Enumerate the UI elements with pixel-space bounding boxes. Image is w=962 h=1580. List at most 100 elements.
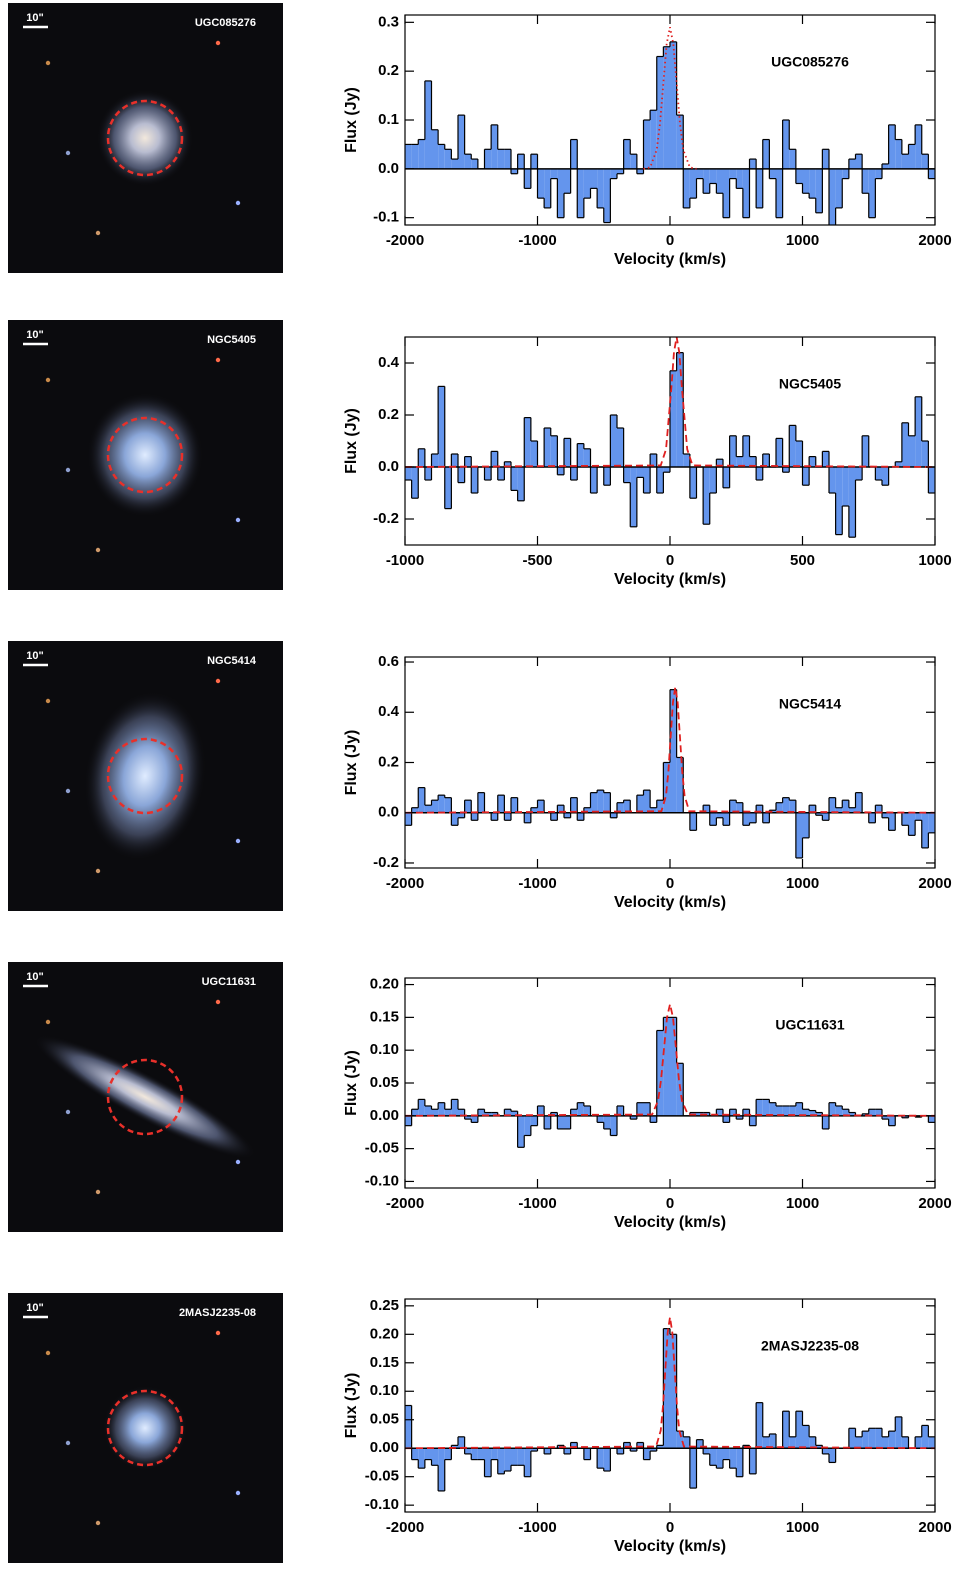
bar: [835, 1105, 843, 1116]
bar: [689, 1448, 697, 1489]
bar: [517, 1115, 525, 1148]
bar: [855, 467, 863, 480]
bar: [789, 149, 796, 169]
bar: [458, 1436, 465, 1449]
star: [215, 357, 221, 363]
bar: [862, 168, 869, 194]
bar: [623, 1442, 631, 1449]
bar: [603, 1448, 611, 1471]
bar: [590, 792, 598, 813]
bar: [908, 144, 916, 169]
bar: [424, 467, 432, 480]
bar: [802, 168, 810, 194]
x-tick-label: 1000: [786, 1195, 819, 1212]
bar: [901, 154, 909, 169]
bar: [557, 168, 564, 218]
star: [95, 868, 101, 874]
bar: [895, 461, 902, 467]
annotation: NGC5405: [779, 376, 841, 392]
bar: [809, 168, 816, 199]
plot-area: [405, 27, 935, 225]
bar: [564, 812, 571, 818]
fit-line: [643, 27, 697, 170]
bar: [709, 1448, 717, 1466]
bar: [915, 812, 922, 821]
bar: [577, 812, 584, 821]
bar: [650, 807, 657, 813]
x-tick-label: 1000: [918, 552, 951, 569]
bar: [577, 1102, 584, 1116]
bar: [670, 1334, 677, 1449]
bar: [471, 1115, 478, 1123]
star: [45, 1350, 51, 1356]
bar: [802, 1425, 810, 1449]
bar: [444, 467, 452, 509]
bar: [908, 435, 916, 467]
bar: [802, 467, 810, 486]
bar: [444, 1109, 452, 1116]
bar: [769, 168, 776, 179]
bar: [782, 467, 790, 473]
bar: [829, 467, 836, 493]
bar: [703, 805, 710, 813]
bar: [491, 451, 498, 467]
bar: [458, 467, 465, 483]
bar: [577, 443, 584, 467]
bar: [517, 467, 525, 501]
bar: [928, 812, 935, 833]
bar: [636, 168, 644, 174]
bar: [842, 467, 849, 506]
bar: [822, 451, 829, 467]
bar: [438, 795, 445, 813]
y-tick-label: 0.05: [370, 1074, 399, 1091]
bar: [524, 417, 531, 467]
bar: [895, 139, 902, 169]
bar: [723, 812, 730, 826]
bar: [636, 1442, 644, 1449]
x-tick-label: -500: [522, 552, 552, 569]
star: [45, 377, 51, 383]
bar: [564, 1448, 571, 1454]
bar: [610, 168, 617, 179]
bar: [703, 1448, 710, 1454]
bar: [848, 807, 856, 813]
bar: [855, 792, 863, 813]
bar: [537, 168, 545, 199]
bar: [504, 461, 511, 467]
bar: [829, 797, 836, 813]
chart: -0.2 0.0 0.2 0.4 0.6 -2000 -1000 0 1000 2000 Veloc…: [343, 653, 951, 911]
star: [65, 788, 71, 794]
bar: [901, 1115, 909, 1118]
bar: [882, 163, 889, 169]
bar: [901, 812, 909, 826]
x-tick-label: 1000: [786, 1519, 819, 1536]
y-tick-label: -0.2: [373, 510, 399, 527]
bar: [875, 805, 882, 813]
bar: [603, 1115, 611, 1129]
bar: [848, 467, 856, 538]
bar: [848, 159, 856, 169]
bar: [411, 144, 419, 169]
bar: [564, 438, 571, 467]
bar: [756, 1402, 763, 1449]
bar: [921, 441, 929, 467]
y-tick-label: 0.0: [378, 804, 399, 821]
bar: [736, 1115, 743, 1120]
bar: [928, 467, 935, 493]
bar: [583, 1105, 591, 1116]
star: [235, 1490, 241, 1496]
bar: [716, 1448, 723, 1469]
bar: [829, 168, 836, 225]
bar: [405, 1405, 412, 1449]
bar: [511, 1111, 518, 1116]
y-tick-label: 0.1: [378, 111, 399, 128]
x-tick-label: 0: [666, 232, 674, 249]
bar: [915, 124, 922, 169]
bar: [829, 1102, 836, 1116]
bar: [656, 1445, 664, 1449]
bar: [769, 810, 776, 813]
y-tick-label: 0.10: [370, 1382, 399, 1399]
bar: [822, 1115, 829, 1129]
